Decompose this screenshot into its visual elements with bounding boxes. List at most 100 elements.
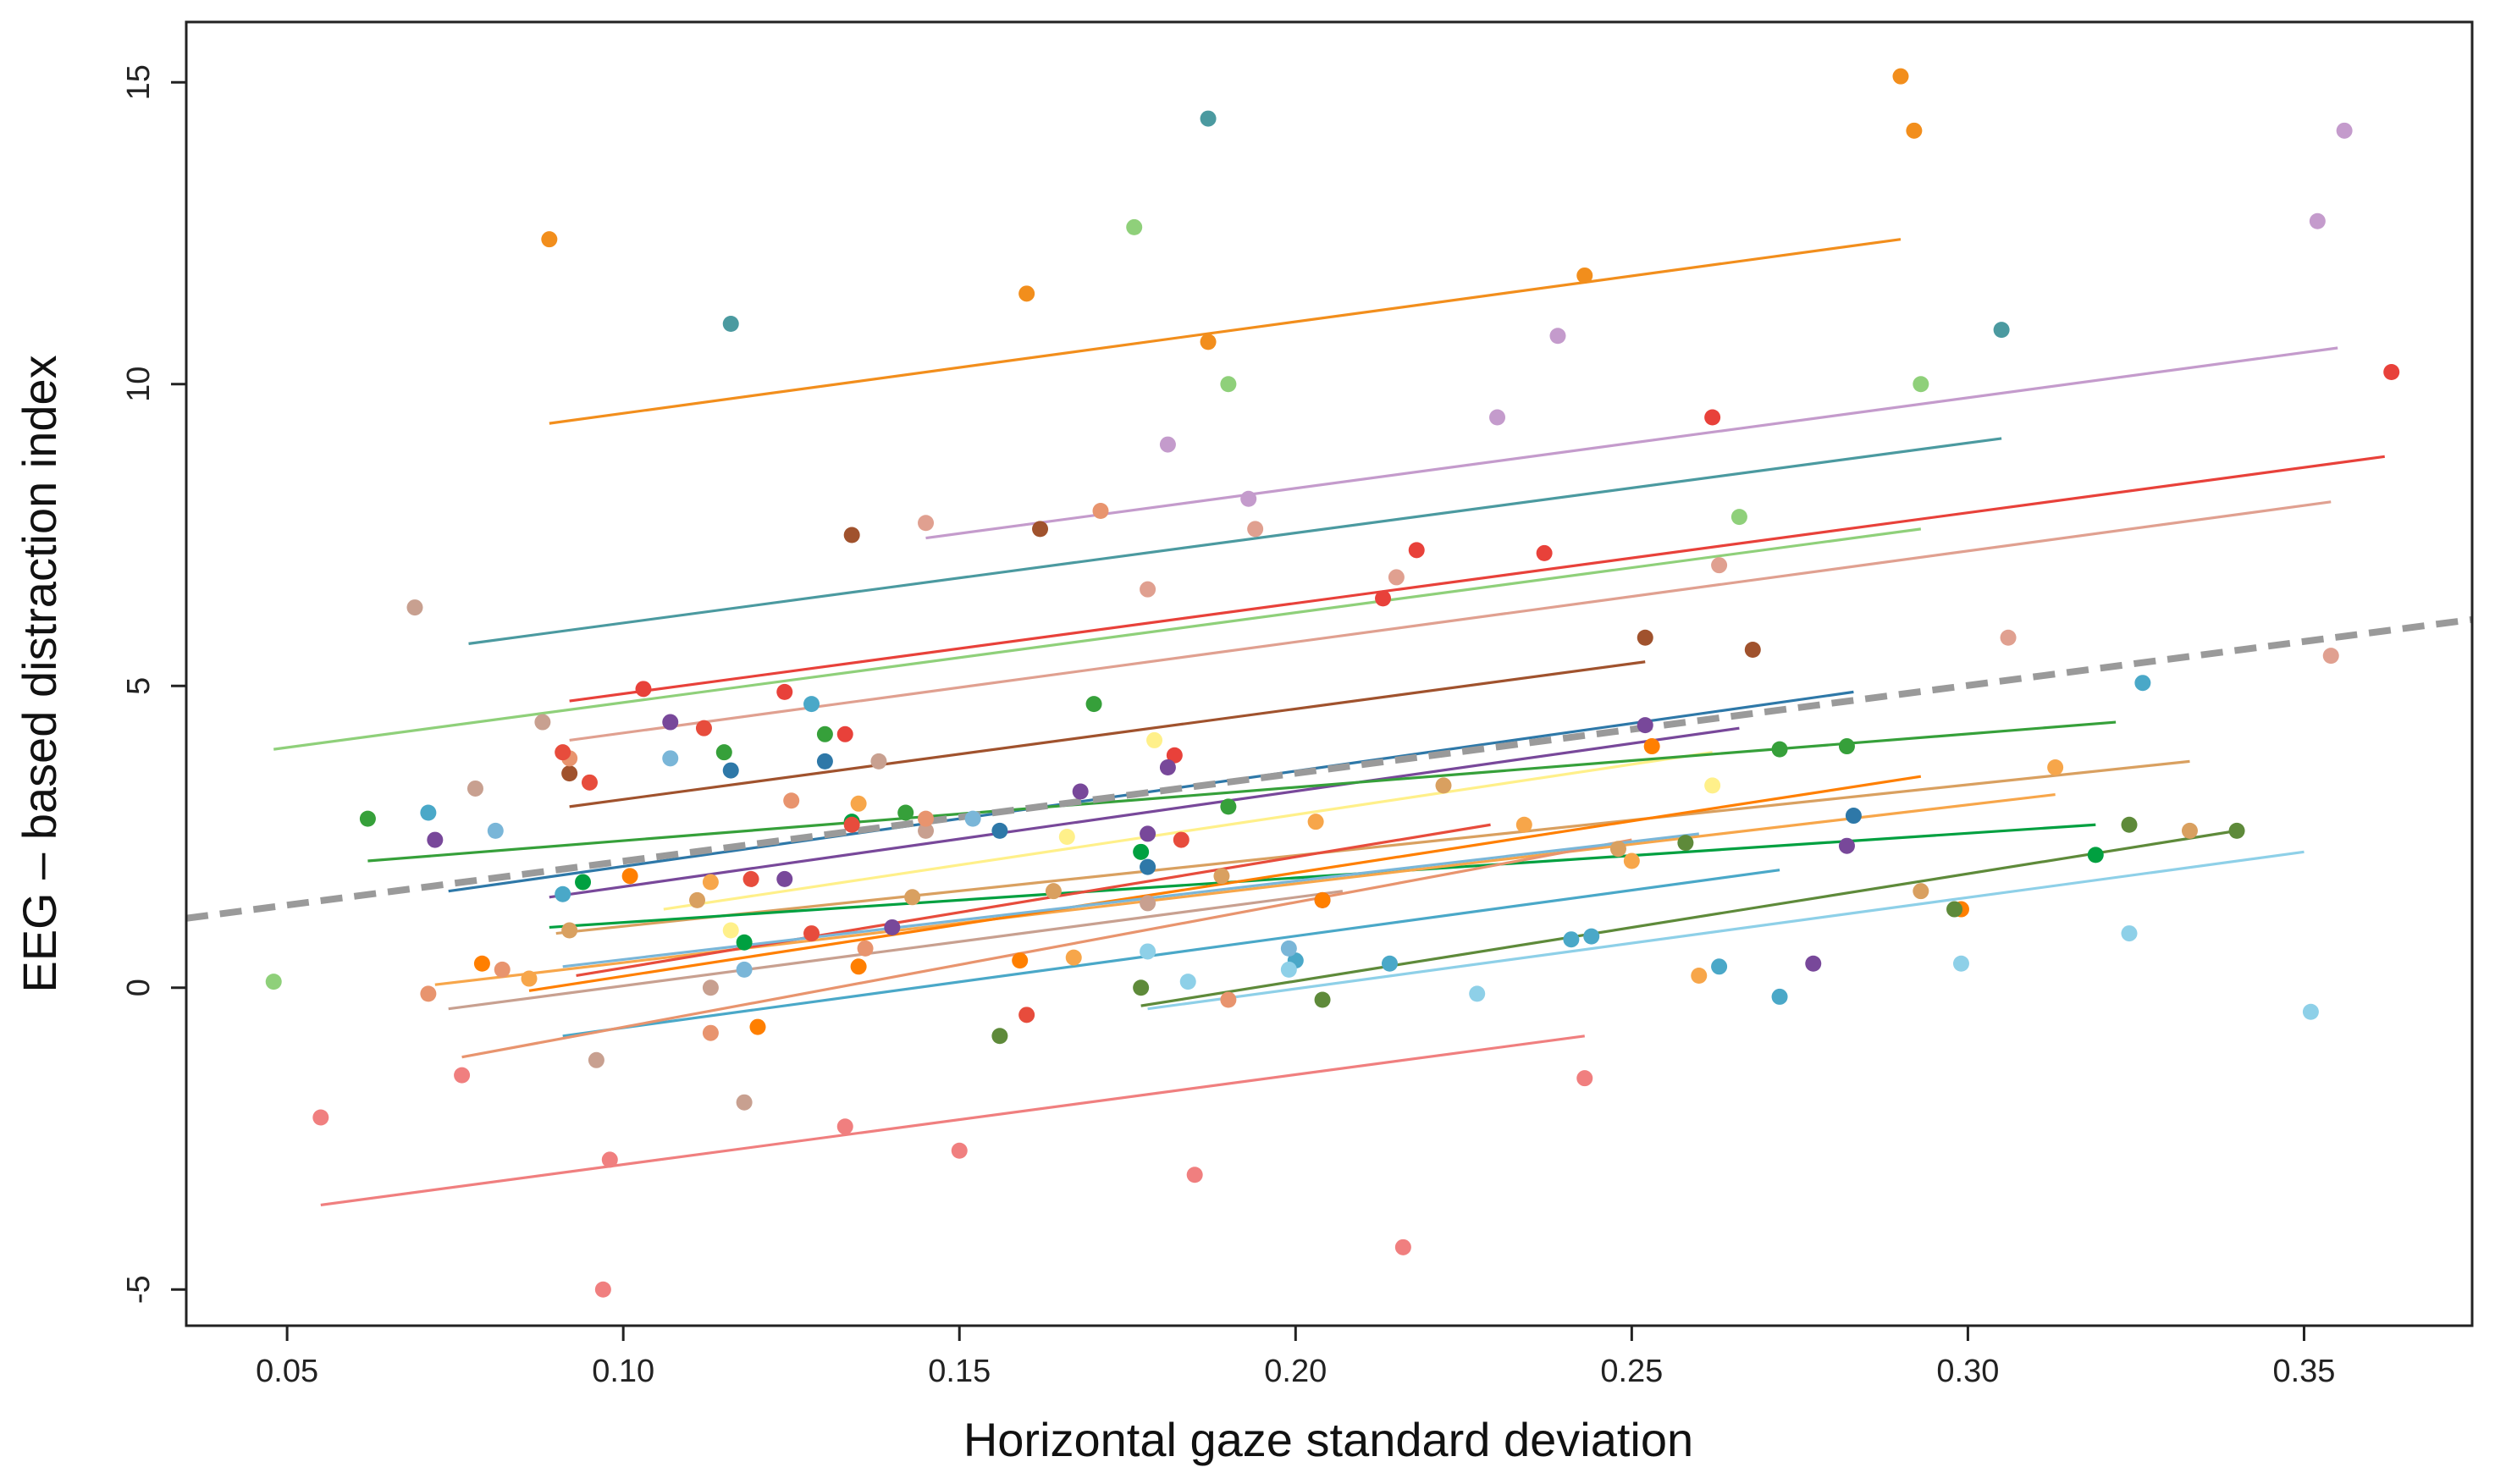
data-point-s01-4: [1892, 68, 1909, 85]
data-point-s21-4: [783, 792, 800, 809]
data-point-s14-4: [1307, 814, 1324, 830]
data-point-s20-4: [702, 979, 719, 996]
x-tick-label: 0.35: [2272, 1354, 2335, 1389]
data-point-s10-1: [1058, 829, 1075, 845]
data-point-s03-0: [722, 315, 739, 332]
data-point-s19-4: [836, 1118, 853, 1135]
regression-line-s07: [569, 660, 1646, 808]
x-axis: 0.05 0.10 0.15 0.20 0.25 0.30 0.35: [256, 1326, 2335, 1389]
y-tick-label: -5: [121, 1275, 157, 1304]
data-point-s19-0: [312, 1109, 329, 1126]
regression-line-s12: [555, 759, 2190, 935]
data-point-s08-3: [1140, 858, 1156, 875]
data-point-s07-2: [1032, 521, 1049, 538]
data-point-s19-5: [951, 1142, 968, 1159]
data-point-s18-6: [2302, 1003, 2319, 1020]
data-point-s16-6: [1583, 928, 1600, 945]
data-point-s04-5: [1408, 542, 1425, 559]
data-point-s10-2: [1146, 731, 1163, 748]
data-point-s08-1: [816, 753, 833, 770]
data-point-s18-4: [1952, 955, 1969, 972]
y-axis: -5 0 5 10 15: [121, 64, 186, 1304]
x-tick-label: 0.30: [1936, 1354, 1999, 1389]
data-point-s11-4: [1085, 696, 1102, 713]
data-point-s23-4: [1280, 940, 1297, 957]
data-point-s21-3: [702, 1024, 719, 1041]
data-point-s14-8: [2047, 759, 2064, 776]
data-point-s19-2: [594, 1281, 611, 1298]
data-point-s09-3: [884, 919, 901, 935]
data-point-s13-4: [2087, 847, 2104, 863]
data-point-s02-3: [1549, 328, 1566, 345]
data-point-s20-1: [466, 780, 483, 797]
data-point-s02-5: [2336, 122, 2353, 139]
data-point-s17-0: [991, 1028, 1008, 1045]
y-tick-label: 5: [121, 677, 157, 695]
data-point-s15-5: [1314, 891, 1331, 908]
data-point-s08-4: [1845, 808, 1862, 825]
data-point-s11-1: [715, 744, 732, 761]
data-point-s10-0: [722, 922, 739, 939]
data-point-s23-3: [964, 810, 981, 827]
x-tick-label: 0.05: [256, 1354, 318, 1389]
data-point-s22-6: [1018, 1007, 1035, 1023]
data-point-s16-7: [1711, 958, 1728, 975]
data-point-s04-6: [1536, 544, 1553, 561]
y-tick-label: 10: [121, 367, 157, 402]
regression-line-s05: [273, 527, 1922, 751]
data-point-s14-1: [702, 874, 719, 891]
data-point-s17-4: [1946, 901, 1963, 918]
regression-line-s21: [461, 838, 1632, 1059]
data-point-s02-4: [2309, 212, 2326, 229]
data-point-s10-3: [1704, 777, 1721, 794]
data-point-s17-5: [2121, 816, 2138, 833]
data-point-s05-1: [1126, 218, 1143, 235]
data-point-s16-1: [555, 885, 571, 902]
data-point-s21-6: [918, 810, 935, 827]
data-point-s12-4: [1213, 868, 1230, 885]
data-point-s12-5: [1435, 777, 1452, 794]
data-point-s03-2: [1993, 322, 2010, 339]
data-point-s11-6: [1771, 741, 1788, 758]
data-point-s17-2: [1314, 991, 1331, 1008]
data-point-s22-4: [803, 925, 820, 942]
data-point-s09-5: [1140, 825, 1156, 842]
data-point-s20-5: [736, 1094, 753, 1111]
regression-line-s19: [320, 1034, 1585, 1206]
regression-line-s18: [1147, 850, 2305, 1011]
data-point-s07-4: [1744, 641, 1761, 658]
data-point-s09-4: [1072, 783, 1089, 800]
x-tick-label: 0.10: [592, 1354, 654, 1389]
x-tick-label: 0.20: [1264, 1354, 1327, 1389]
data-point-s23-2: [736, 961, 753, 978]
regression-line-s02: [925, 346, 2338, 540]
data-point-s16-8: [1771, 988, 1788, 1005]
data-point-s17-3: [1677, 835, 1694, 852]
data-point-s11-7: [1838, 738, 1855, 755]
data-point-s14-3: [1065, 949, 1082, 966]
data-point-s04-2: [836, 725, 853, 742]
data-point-s21-1: [494, 961, 511, 978]
data-point-s12-1: [689, 891, 706, 908]
data-point-s18-1: [1179, 974, 1196, 990]
data-point-s23-0: [487, 822, 504, 839]
data-point-s12-8: [2181, 822, 2198, 839]
data-point-s04-1: [776, 683, 793, 700]
data-point-s20-6: [870, 753, 887, 770]
data-point-s21-8: [1220, 991, 1237, 1008]
data-point-s20-0: [406, 599, 423, 616]
data-point-s12-6: [1609, 841, 1626, 858]
data-point-s16-5: [1563, 931, 1580, 948]
data-point-s06-4: [1711, 557, 1728, 574]
data-point-s11-3: [897, 804, 914, 821]
data-point-s04-8: [2383, 364, 2400, 381]
regression-line-s03: [468, 437, 2002, 645]
regression-line-s06: [569, 500, 2332, 742]
regression-line-s15: [528, 775, 1922, 992]
data-point-s13-0: [575, 874, 592, 891]
x-tick-label: 0.25: [1600, 1354, 1663, 1389]
data-point-s14-2: [850, 795, 867, 812]
data-point-s01-2: [1200, 334, 1217, 350]
y-axis-title: EEG – based distraction index: [13, 355, 66, 992]
